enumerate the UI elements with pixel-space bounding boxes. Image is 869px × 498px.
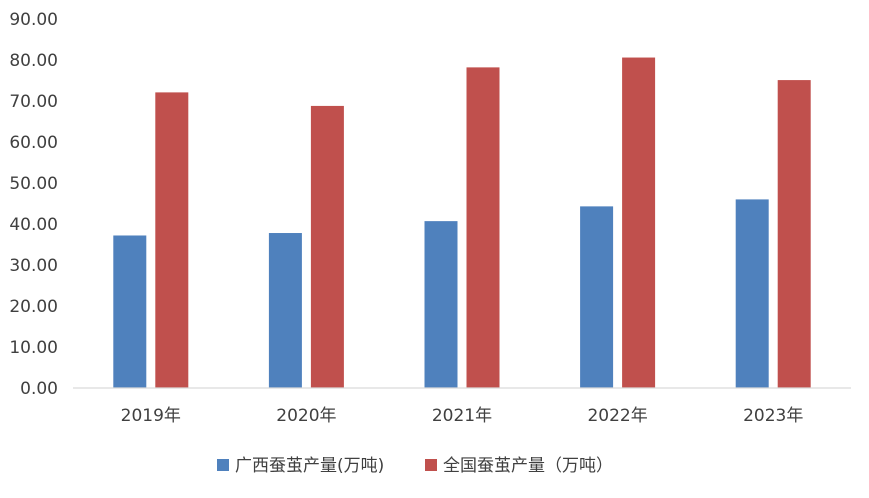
x-tick-label: 2019年: [121, 406, 181, 426]
y-tick-label: 20.00: [9, 297, 58, 317]
legend-swatch-1: [425, 459, 437, 471]
y-tick-label: 90.00: [9, 10, 58, 30]
bar-series-1-0: [155, 92, 189, 388]
x-tick-label: 2020年: [276, 406, 336, 426]
bars: [113, 57, 811, 389]
legend: 广西蚕茧产量(万吨) 全国蚕茧产量（万吨）: [217, 456, 613, 476]
bar-series-0-0: [113, 235, 147, 388]
y-axis: 0.00 10.00 20.00 30.00 40.00 50.00 60.00 70.00 8…: [9, 10, 58, 399]
x-tick-label: 2023年: [743, 406, 803, 426]
legend-label-0: 广西蚕茧产量(万吨): [235, 456, 384, 476]
bar-series-0-2: [424, 221, 458, 388]
bar-series-0-3: [580, 206, 614, 388]
y-tick-label: 50.00: [9, 174, 58, 194]
bar-series-1-4: [777, 80, 811, 388]
legend-swatch-0: [217, 459, 229, 471]
bar-series-1-1: [310, 105, 344, 389]
y-tick-label: 10.00: [9, 338, 58, 358]
bar-series-1-3: [622, 57, 656, 388]
bar-series-0-4: [735, 199, 769, 388]
x-axis: 2019年 2020年 2021年 2022年 2023年: [121, 406, 804, 426]
bar-series-1-2: [466, 67, 500, 388]
bar-series-0-1: [268, 233, 302, 388]
y-tick-label: 80.00: [9, 51, 58, 71]
x-tick-label: 2022年: [587, 406, 647, 426]
x-tick-label: 2021年: [432, 406, 492, 426]
legend-label-1: 全国蚕茧产量（万吨）: [443, 456, 613, 476]
y-tick-label: 70.00: [9, 92, 58, 112]
y-tick-label: 0.00: [20, 379, 58, 399]
y-tick-label: 60.00: [9, 133, 58, 153]
y-tick-label: 30.00: [9, 256, 58, 276]
y-tick-label: 40.00: [9, 215, 58, 235]
